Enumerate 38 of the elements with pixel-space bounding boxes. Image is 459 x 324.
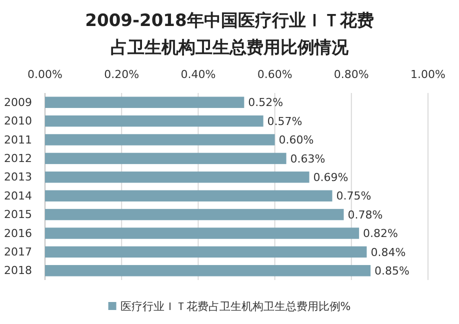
x-tick-label: 1.00% xyxy=(410,68,446,81)
bar xyxy=(45,115,264,127)
bar xyxy=(45,246,367,258)
x-tick-label: 0.80% xyxy=(334,68,369,81)
bar xyxy=(45,190,332,202)
x-tick-label: 0.00% xyxy=(28,68,62,81)
y-tick-label: 2018 xyxy=(4,264,32,278)
bar xyxy=(45,96,244,108)
bar xyxy=(45,208,344,220)
y-tick-label: 2013 xyxy=(4,170,32,184)
data-label: 0.75% xyxy=(336,190,372,203)
y-tick-label: 2015 xyxy=(4,208,32,222)
bar xyxy=(45,134,275,146)
y-tick-label: 2009 xyxy=(4,96,32,109)
bar xyxy=(45,172,310,183)
data-label: 0.57% xyxy=(267,114,302,128)
x-tick-label: 0.20% xyxy=(104,68,140,81)
y-tick-label: 2014 xyxy=(4,189,32,202)
y-tick-label: 2012 xyxy=(4,152,32,165)
bar xyxy=(45,152,286,164)
y-tick-label: 2010 xyxy=(4,114,32,128)
y-tick-label: 2017 xyxy=(4,245,32,258)
legend-label: 医疗行业ＩＴ花费占卫生机构卫生总费用比例% xyxy=(120,300,351,313)
data-label: 0.82% xyxy=(363,227,398,240)
data-label: 0.52% xyxy=(248,96,284,110)
bar xyxy=(45,265,371,276)
data-label: 0.63% xyxy=(290,152,326,166)
y-tick-label: 2011 xyxy=(4,133,32,146)
data-label: 0.85% xyxy=(374,264,410,278)
x-tick-label: 0.60% xyxy=(257,68,292,81)
bar xyxy=(45,228,360,239)
data-label: 0.78% xyxy=(348,208,383,222)
data-label: 0.69% xyxy=(313,171,348,184)
x-tick-label: 0.40% xyxy=(180,68,216,81)
data-label: 0.60% xyxy=(278,134,314,147)
chart-title: 2009-2018年中国医疗行业ＩＴ花费占卫生机构卫生总费用比例情况 xyxy=(85,11,374,58)
data-label: 0.84% xyxy=(370,246,406,259)
y-tick-label: 2016 xyxy=(4,226,32,240)
